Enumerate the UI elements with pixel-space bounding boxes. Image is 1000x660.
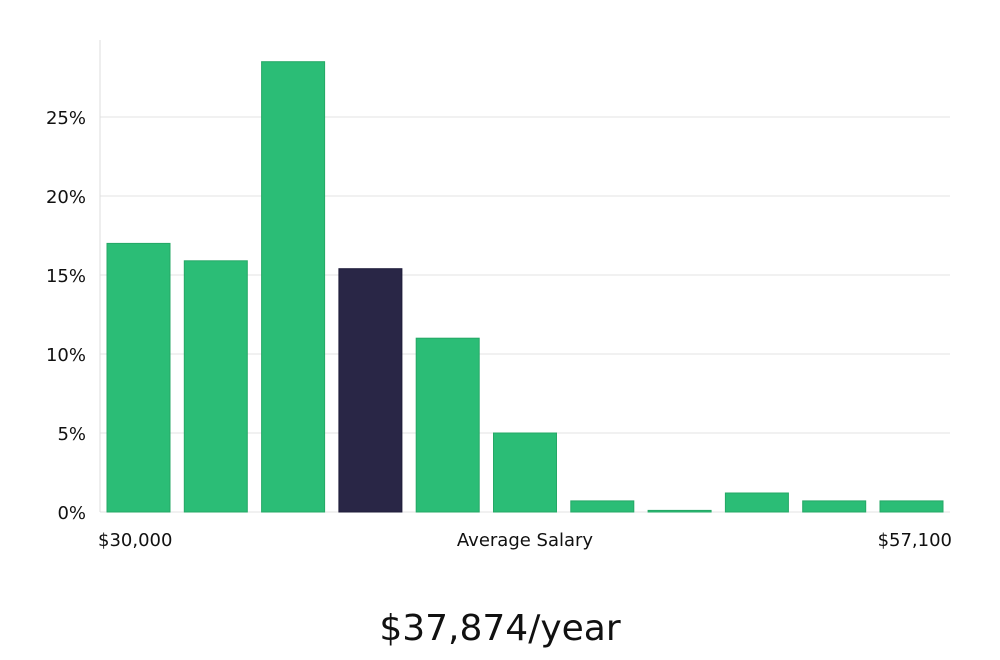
- bar: [415, 337, 480, 513]
- bars: [106, 61, 944, 513]
- y-tick-label: 0%: [57, 503, 86, 524]
- bar: [570, 500, 635, 513]
- x-min-label: $30,000: [98, 530, 172, 551]
- y-tick-labels: 0% 5% 10% 15% 20% 25%: [46, 108, 86, 524]
- bar: [802, 500, 867, 513]
- salary-histogram: 0%5%10%15%20%25% $30,000 Average Salary …: [46, 40, 952, 551]
- y-tick-label: 15%: [46, 266, 86, 287]
- y-tick-label: 20%: [46, 187, 86, 208]
- y-tick-label: 5%: [57, 424, 86, 445]
- bar: [879, 500, 944, 513]
- bar: [106, 242, 171, 513]
- x-axis-label: Average Salary: [457, 530, 594, 551]
- bar: [724, 492, 789, 513]
- y-tick-label: 10%: [46, 345, 86, 366]
- bar: [261, 61, 326, 513]
- y-tick-label: 25%: [46, 108, 86, 129]
- bar: [183, 260, 248, 513]
- x-max-label: $57,100: [878, 530, 952, 551]
- bar: [493, 432, 557, 513]
- bar: [647, 509, 712, 513]
- bar-highlighted: [338, 268, 403, 513]
- average-salary-text: $37,874/year: [379, 608, 621, 649]
